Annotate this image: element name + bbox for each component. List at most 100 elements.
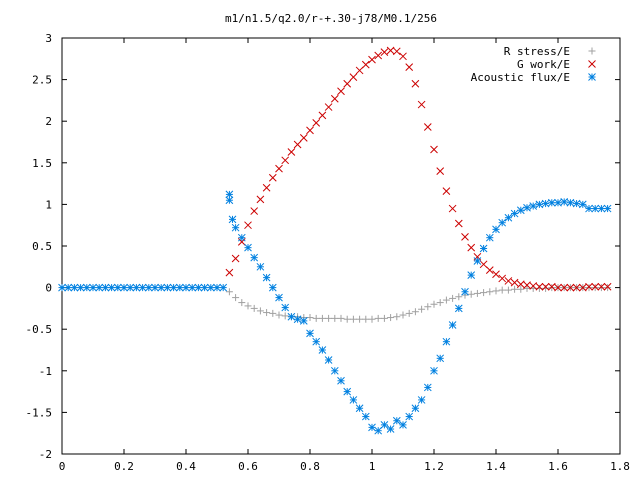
acoustic-flux-point [281,303,290,312]
g-work-point [368,55,376,64]
acoustic-flux-point [485,233,494,242]
y-tick-label: 0.5 [32,240,52,253]
g-work-point [293,140,302,149]
acoustic-flux-point [467,271,476,279]
acoustic-flux-point [603,204,612,213]
g-work-point [572,283,581,292]
g-work-point [591,282,600,291]
g-work-point [225,268,234,277]
acoustic-flux-point [182,283,190,292]
g-work-point [405,63,414,71]
acoustic-flux-point [70,283,79,292]
plot-frame [61,37,621,455]
acoustic-flux-point [423,383,432,392]
r-stress-point [604,284,612,292]
g-work-point [361,60,370,69]
acoustic-flux-point [275,293,283,302]
r-stress-point [442,296,450,304]
acoustic-flux-point [206,283,215,292]
g-work-point [436,167,445,175]
acoustic-flux-point [417,396,426,404]
acoustic-flux-point [219,283,228,292]
g-work-point [231,254,240,263]
series-2 [58,190,612,435]
g-work-point [337,87,345,96]
g-work-point [560,283,569,292]
g-work-point [566,283,575,292]
acoustic-flux-point [547,198,556,207]
acoustic-flux-point [504,213,513,222]
r-stress-point [597,284,605,292]
r-stress-point [411,308,419,316]
g-work-point [485,266,494,274]
r-stress-point [263,309,271,317]
acoustic-flux-point [399,421,407,429]
acoustic-flux-point [169,283,178,292]
acoustic-flux-point [330,366,339,375]
acoustic-flux-point [355,404,364,413]
r-stress-point [405,309,413,317]
r-stress-point [349,315,357,323]
legend-label: Acoustic flux/E [471,71,570,84]
r-stress-point [269,309,277,317]
r-stress-point [498,286,506,294]
acoustic-flux-point [268,283,277,292]
g-work-point [448,204,457,213]
r-stress-point [486,288,494,296]
g-work-point [547,282,556,291]
g-work-point [597,282,606,291]
acoustic-flux-point [343,387,352,396]
x-tick-label: 0.8 [300,460,320,473]
acoustic-flux-point [256,262,265,271]
acoustic-flux-point [231,223,240,232]
x-tick-label: 1 [369,460,376,473]
acoustic-flux-point [498,218,507,227]
acoustic-flux-point [175,283,184,292]
g-work-point [510,278,519,287]
g-work-point [523,281,531,289]
x-tick-label: 1.8 [610,460,630,473]
g-work-point [287,148,296,156]
g-work-point [306,126,314,135]
g-work-point [312,119,321,127]
x-tick-label: 1.2 [424,460,444,473]
legend-marker [588,73,596,81]
acoustic-flux-point [64,283,73,292]
g-work-point [585,282,593,291]
g-work-point [461,232,469,241]
r-stress-point [318,314,326,322]
acoustic-flux-point [473,257,482,265]
acoustic-flux-point [523,203,531,212]
r-stress-point [238,299,246,307]
r-stress-point [548,284,556,292]
g-work-point [399,52,407,61]
legend-label: R stress/E [504,45,570,58]
r-stress-point [455,293,463,301]
g-work-point [275,164,283,173]
y-tick-label: 1.5 [32,157,52,170]
g-work-point [380,48,389,56]
acoustic-flux-point [436,354,445,363]
acoustic-flux-point [132,283,141,292]
acoustic-flux-point [244,243,252,252]
acoustic-flux-point [200,283,209,292]
acoustic-flux-point [380,421,389,429]
acoustic-flux-point [299,317,308,325]
acoustic-flux-point [411,404,420,413]
acoustic-flux-point [58,283,66,292]
r-stress-point [523,284,531,292]
r-stress-point [504,286,512,294]
x-tick-label: 0 [59,460,66,473]
acoustic-flux-point [591,204,600,213]
legend-marker [588,47,596,55]
r-stress-point [436,299,444,307]
acoustic-flux-point [287,312,296,321]
r-stress-point [430,300,438,308]
g-work-point [430,145,438,154]
x-tick-label: 1.4 [486,460,506,473]
legend-marker [588,60,596,68]
acoustic-flux-point [324,356,333,364]
r-stress-point [281,312,289,320]
acoustic-flux-point [228,215,237,224]
